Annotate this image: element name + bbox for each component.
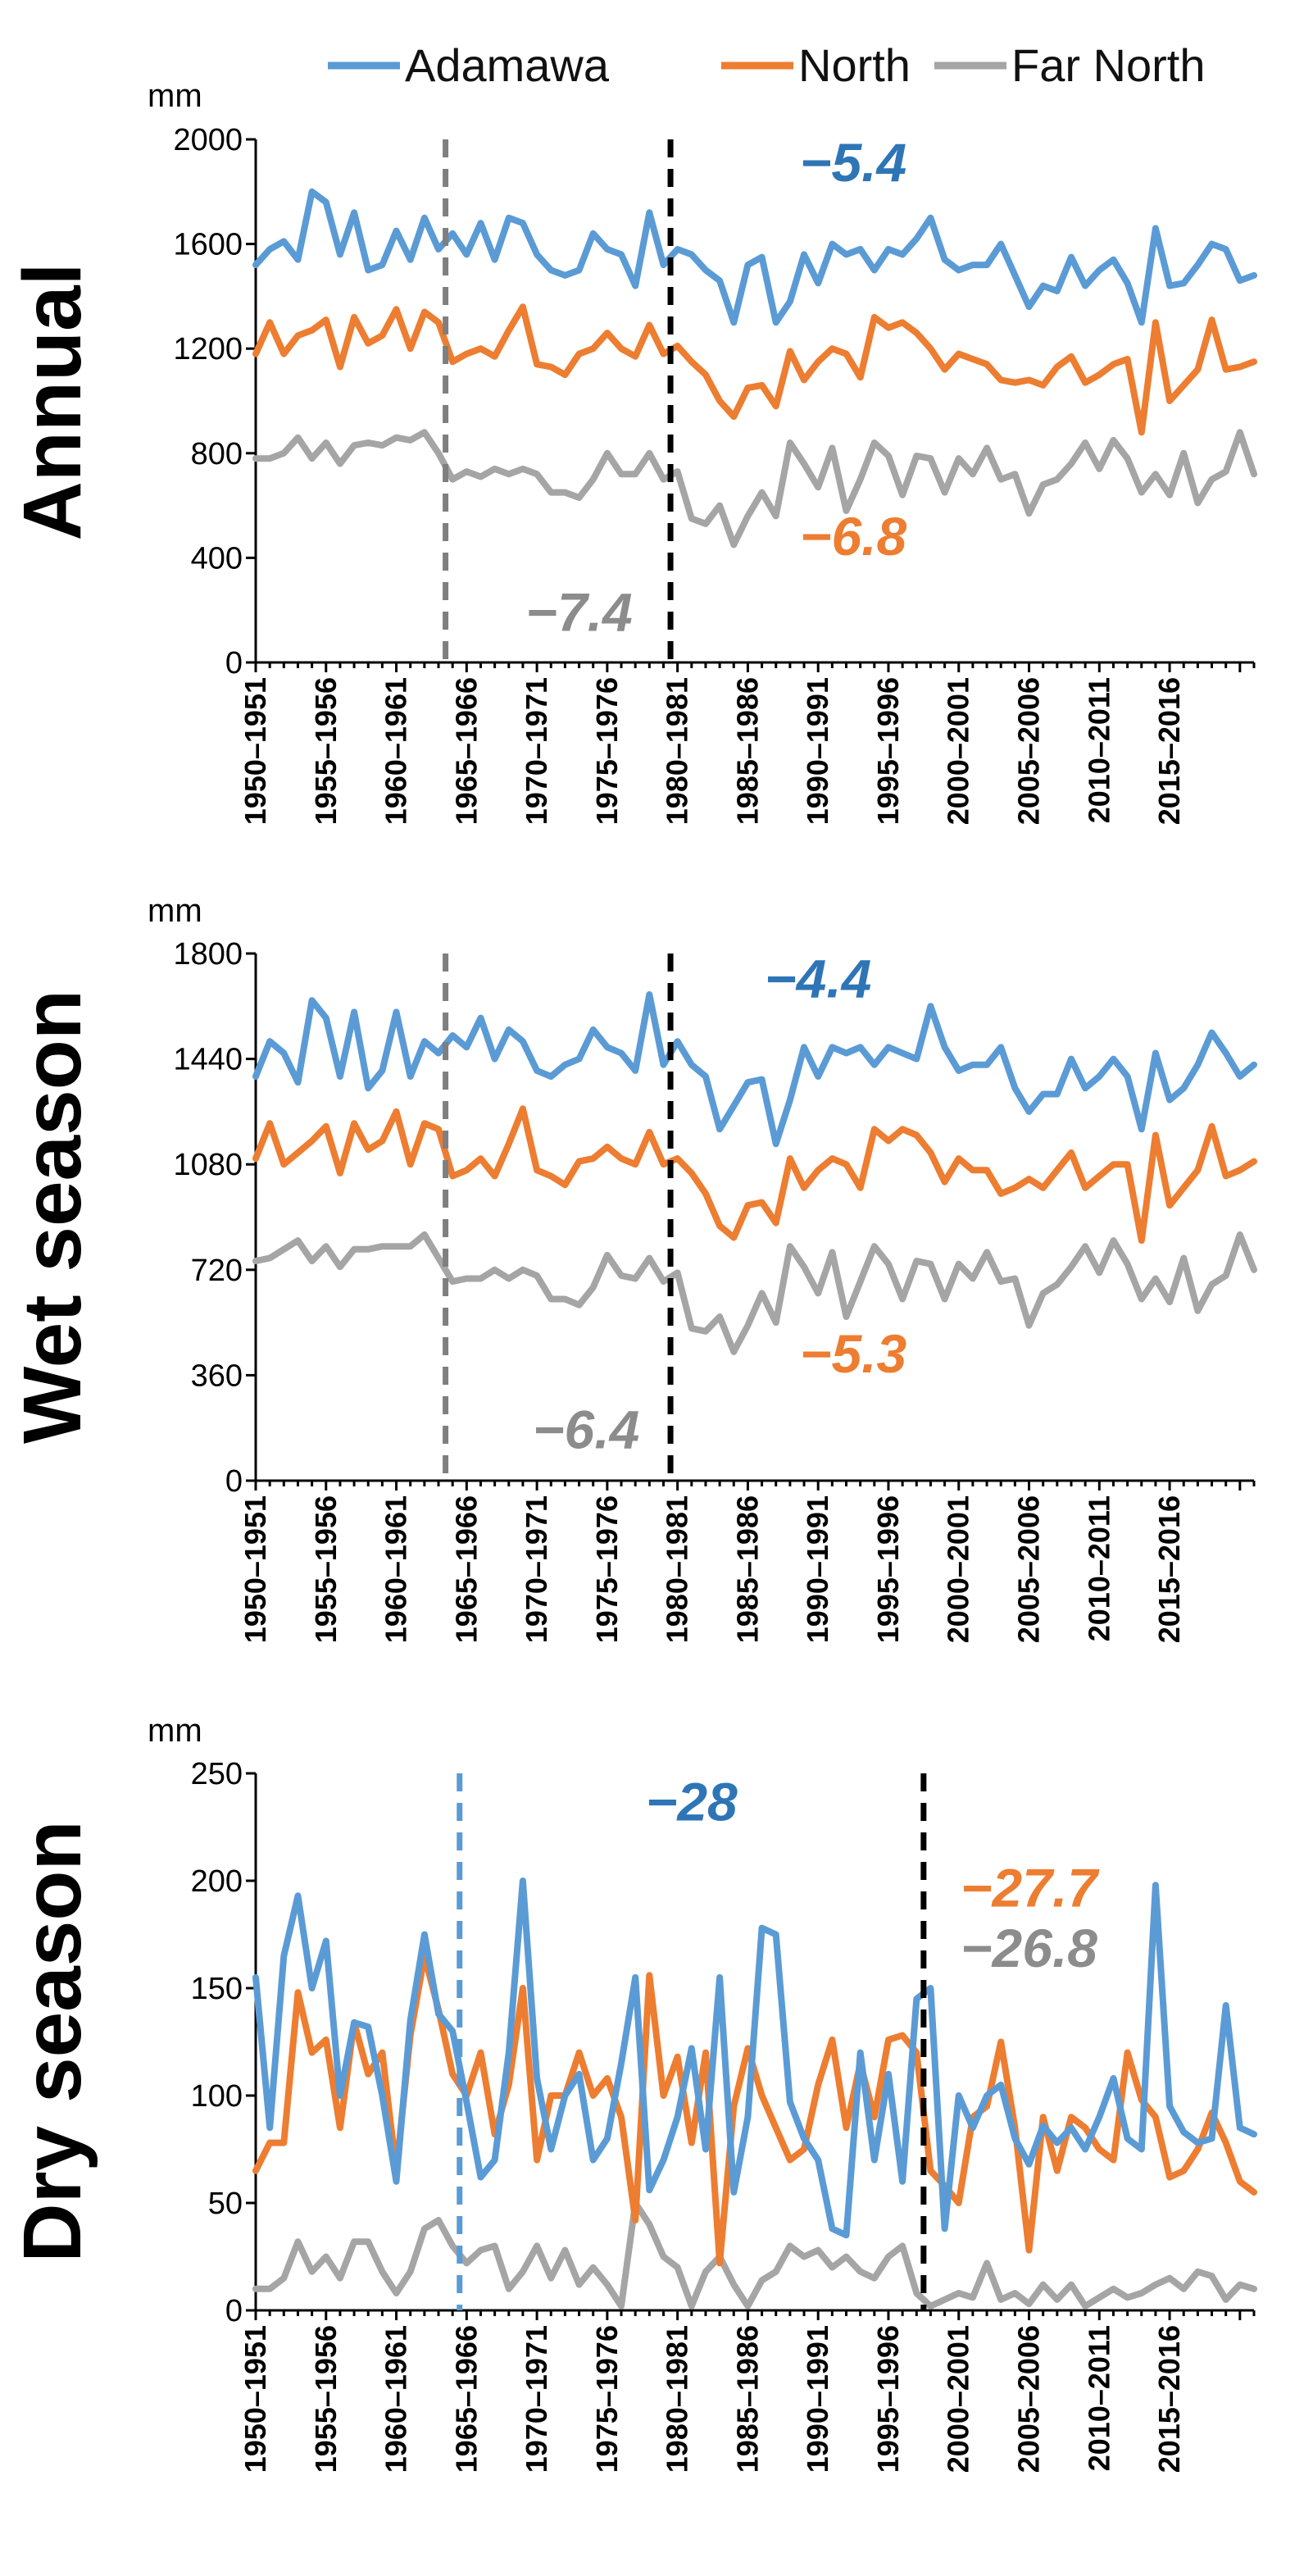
- x-tick-label: 1980–1981: [661, 2325, 694, 2473]
- x-tick-label: 1960–1961: [379, 2325, 413, 2473]
- x-tick-label: 2015–2016: [1152, 1495, 1186, 1643]
- y-tick-label: 50: [208, 2187, 243, 2221]
- y-tick-label: 2000: [173, 123, 243, 157]
- y-tick-label: 150: [191, 1972, 243, 2006]
- panel-dry-season: Dry season mm 0 50 100 150 200 250 1950–1951 1955…: [7, 1713, 1257, 2473]
- x-tick-label: 1950–1951: [239, 2325, 272, 2473]
- legend: Adamawa North Far North: [328, 39, 1206, 91]
- x-tick-label: 1955–1956: [309, 677, 343, 825]
- x-tick-label: 1970–1971: [520, 2325, 553, 2473]
- x-tick-label: 2005–2006: [1012, 1495, 1046, 1643]
- x-tick-label: 1980–1981: [661, 1495, 694, 1643]
- x-tick-label: 1990–1991: [801, 1495, 834, 1643]
- y-unit-label: mm: [148, 893, 202, 929]
- legend-label-adamawa: Adamawa: [405, 39, 610, 91]
- panel-wet-season: Wet season mm 0 360 720 1080 1440 1800 1950–1951…: [7, 893, 1257, 1643]
- trend-annotation: −7.4: [525, 582, 632, 643]
- x-tick-label: 1975–1976: [590, 2325, 624, 2473]
- x-tick-label: 1960–1961: [379, 1495, 413, 1643]
- panel-annual: Annual mm 0 400 800 1200 1600 2000 1950–1951 1955…: [7, 78, 1257, 825]
- y-tick-label: 720: [191, 1254, 243, 1288]
- legend-item-far-north: Far North: [934, 39, 1206, 91]
- panel-title-dry-season: Dry season: [7, 1820, 98, 2262]
- legend-item-north: North: [721, 39, 911, 91]
- series-line-adamawa: [252, 1877, 1257, 2239]
- x-tick-label: 1965–1966: [449, 2325, 483, 2473]
- series-line-far-north: [252, 1231, 1257, 1355]
- x-tick-label: 1970–1971: [520, 1495, 553, 1643]
- x-tick-label: 2000–2001: [942, 677, 975, 825]
- x-tick-label: 1985–1986: [730, 2325, 764, 2473]
- x-tick-label: 1965–1966: [449, 1495, 483, 1643]
- series-line-adamawa: [252, 991, 1257, 1148]
- y-tick-label: 1080: [173, 1148, 243, 1182]
- y-unit-label: mm: [148, 78, 202, 114]
- y-tick-label: 0: [225, 646, 243, 680]
- x-tick-label: 2000–2001: [942, 1495, 975, 1643]
- legend-label-north: North: [798, 39, 911, 91]
- trend-annotation: −6.4: [533, 1400, 639, 1460]
- x-tick-label: 1955–1956: [309, 2325, 343, 2473]
- x-tick-label: 1980–1981: [661, 677, 694, 825]
- panel-title-annual: Annual: [7, 263, 98, 541]
- x-tick-label: 1950–1951: [239, 1495, 272, 1643]
- x-tick-label: 1990–1991: [801, 2325, 834, 2473]
- x-tick-label: 1970–1971: [520, 677, 553, 825]
- trend-annotation: −27.7: [961, 1857, 1100, 1918]
- x-tick-label: 1995–1996: [871, 1495, 905, 1643]
- x-tick-label: 2005–2006: [1012, 2325, 1046, 2473]
- x-tick-label: 1990–1991: [801, 677, 834, 825]
- y-tick-label: 400: [191, 541, 243, 576]
- y-tick-label: 1600: [173, 228, 243, 262]
- y-tick-label: 200: [191, 1864, 243, 1899]
- trend-annotation: −5.4: [800, 132, 906, 193]
- y-unit-label: mm: [148, 1713, 202, 1749]
- y-tick-label: 0: [225, 1464, 243, 1499]
- x-tick-label: 2000–2001: [942, 2325, 975, 2473]
- y-tick-label: 1440: [173, 1043, 243, 1077]
- series-line-adamawa: [252, 188, 1257, 326]
- y-tick-label: 250: [191, 1757, 243, 1791]
- y-tick-label: 0: [225, 2294, 243, 2328]
- y-tick-label: 100: [191, 2079, 243, 2114]
- legend-item-adamawa: Adamawa: [328, 39, 610, 91]
- legend-label-far-north: Far North: [1011, 39, 1206, 91]
- x-tick-label: 2010–2011: [1082, 677, 1115, 823]
- y-tick-label: 1200: [173, 332, 243, 366]
- trend-annotation: −26.8: [961, 1918, 1097, 1978]
- x-tick-label: 1995–1996: [871, 677, 905, 825]
- x-tick-label: 1985–1986: [730, 677, 764, 825]
- trend-annotation: −4.4: [765, 949, 871, 1009]
- x-tick-label: 1995–1996: [871, 2325, 905, 2473]
- x-tick-label: 1960–1961: [379, 677, 413, 825]
- x-tick-label: 2010–2011: [1082, 2325, 1115, 2471]
- series-line-far-north: [252, 429, 1257, 548]
- x-tick-label: 2010–2011: [1082, 1495, 1115, 1641]
- x-tick-label: 1955–1956: [309, 1495, 343, 1643]
- x-tick-label: 2015–2016: [1152, 2325, 1186, 2473]
- series-line-far-north: [252, 2200, 1257, 2310]
- series-line-north: [252, 1952, 1257, 2267]
- series-line-north: [252, 1105, 1257, 1245]
- y-tick-label: 360: [191, 1359, 243, 1393]
- trend-annotation: −5.3: [800, 1323, 906, 1384]
- series-line-north: [252, 303, 1257, 436]
- trend-annotation: −28: [646, 1772, 738, 1832]
- x-tick-label: 1950–1951: [239, 677, 272, 825]
- x-tick-label: 2015–2016: [1152, 677, 1186, 825]
- x-tick-label: 1985–1986: [730, 1495, 764, 1643]
- y-tick-label: 1800: [173, 937, 243, 972]
- x-tick-label: 1975–1976: [590, 1495, 624, 1643]
- y-tick-label: 800: [191, 437, 243, 471]
- trend-annotation: −6.8: [800, 506, 907, 567]
- panel-title-wet-season: Wet season: [7, 990, 98, 1444]
- x-tick-label: 1965–1966: [449, 677, 483, 825]
- x-tick-label: 2005–2006: [1012, 677, 1046, 825]
- x-tick-label: 1975–1976: [590, 677, 624, 825]
